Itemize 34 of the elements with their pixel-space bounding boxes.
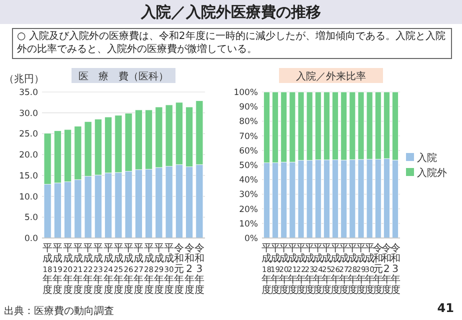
y-tick-label: 90% — [239, 102, 258, 113]
y-axis-title: （兆円） — [4, 73, 44, 85]
y-tick-label: 40% — [239, 176, 258, 186]
y-tick-label: 60% — [239, 146, 258, 156]
chart-title: 入院／外来比率 — [296, 70, 366, 82]
series-label: 入院 — [417, 152, 437, 164]
legend-label: 入院外 — [417, 167, 447, 179]
y-tick-label: 20% — [239, 204, 258, 215]
x-tick-label: 令和元年度 — [373, 242, 384, 296]
text: 41 — [437, 301, 454, 315]
y-tick-label: 5.0 — [24, 213, 38, 224]
y-tick-label: 10.0 — [19, 192, 38, 202]
y-tick-label: 35.0 — [19, 88, 38, 98]
chart-title: 医 療 費（医科） — [78, 70, 168, 82]
y-tick-label: 20.0 — [19, 150, 38, 161]
y-tick-label: 10% — [239, 219, 258, 230]
x-tick-label: 令和3年度 — [390, 242, 400, 296]
x-tick-label: 令和元年度 — [174, 242, 184, 296]
y-tick-label: 100% — [234, 88, 258, 98]
y-tick-label: 30.0 — [19, 108, 38, 119]
y-tick-label: 0% — [244, 234, 258, 244]
text: ○ 入院及び入院外の医療費は、令和2年度に一時的に減少したが、増加傾向である。入院と入院外の比率でみると、入院外の医療費が微増している。 — [12, 28, 452, 59]
x-tick-label: 令和3年度 — [194, 242, 204, 296]
text: 入院／入院外医療費の推移 — [140, 3, 321, 21]
x-tick-label: 令和2年度 — [184, 242, 194, 296]
source-note: 出典：医療費の動向調査 — [4, 305, 114, 317]
y-tick-label: 15.0 — [19, 171, 38, 182]
y-tick-label: 25.0 — [19, 130, 38, 140]
y-tick-label: 30% — [239, 190, 258, 200]
y-tick-label: 70% — [239, 132, 258, 142]
x-tick-label: 令和2年度 — [382, 242, 392, 296]
y-tick-label: 50% — [239, 161, 258, 171]
y-tick-label: 80% — [239, 117, 258, 128]
y-tick-label: 0.0 — [24, 234, 38, 244]
